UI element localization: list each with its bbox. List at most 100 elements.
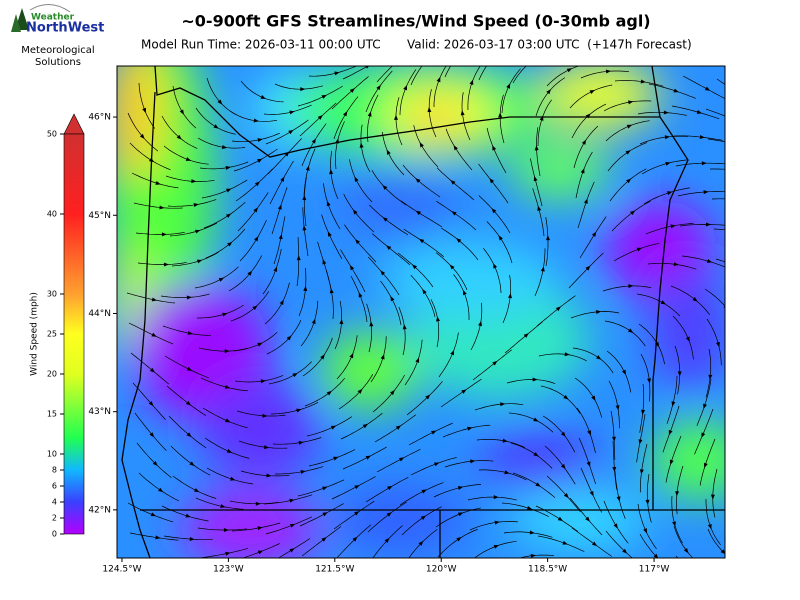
streamline-arrow <box>506 83 511 89</box>
streamline-arrow <box>585 113 591 119</box>
x-tick-label: 117°W <box>639 565 670 575</box>
streamline <box>442 424 491 438</box>
streamline <box>263 104 312 115</box>
streamline <box>336 335 358 380</box>
streamline <box>231 522 281 532</box>
streamline-arrow <box>186 295 192 300</box>
streamline-arrow <box>327 231 332 237</box>
streamline-arrow <box>289 523 296 528</box>
streamline-arrow <box>533 452 539 457</box>
streamline <box>530 158 543 207</box>
streamline <box>400 200 443 228</box>
streamline <box>265 119 309 145</box>
streamline <box>300 300 319 347</box>
colorbar <box>63 133 85 535</box>
streamline <box>134 412 167 451</box>
x-tick-label: 120°W <box>426 565 457 575</box>
streamline-arrow <box>696 110 703 114</box>
streamline-arrow <box>460 110 465 116</box>
streamline-arrow <box>462 289 467 296</box>
streamline-arrow <box>326 390 332 396</box>
streamline <box>467 66 481 111</box>
streamline <box>374 414 416 443</box>
streamline <box>206 467 254 485</box>
streamline-arrow <box>621 369 627 376</box>
streamline-arrow <box>492 145 497 151</box>
streamline-arrow <box>187 331 193 335</box>
streamline <box>611 200 651 232</box>
streamline <box>397 252 434 288</box>
streamline-arrow <box>311 318 316 325</box>
streamline <box>483 247 502 294</box>
streamline-arrow <box>149 432 155 438</box>
streamline <box>406 381 443 416</box>
streamline-arrow <box>560 431 566 437</box>
streamline <box>706 318 722 366</box>
streamline <box>367 501 407 533</box>
streamline <box>637 111 687 116</box>
streamline <box>639 443 648 493</box>
streamline <box>518 554 554 558</box>
streamline <box>365 476 409 503</box>
streamline-arrow <box>365 66 371 69</box>
streamline-arrow <box>557 516 564 522</box>
streamline-arrow <box>493 495 499 500</box>
streamline-arrow <box>193 203 199 207</box>
streamline <box>637 503 657 550</box>
streamline <box>605 530 633 558</box>
streamline-arrow <box>493 545 500 549</box>
streamline <box>501 68 521 114</box>
streamline <box>639 383 645 433</box>
streamline-arrow <box>587 430 591 436</box>
streamline-arrow <box>349 352 354 359</box>
streamline-arrow <box>716 341 720 348</box>
streamline-arrow <box>683 548 689 554</box>
streamline <box>715 258 725 263</box>
streamline <box>268 361 312 385</box>
streamline <box>428 89 437 138</box>
streamline-arrow <box>708 374 713 380</box>
streamline-arrow <box>703 462 708 469</box>
streamline <box>478 163 509 204</box>
streamline-arrow <box>149 367 156 373</box>
streamline-arrow <box>394 59 400 65</box>
streamline <box>410 66 423 86</box>
streamline <box>299 102 337 137</box>
streamline-arrow <box>390 296 395 302</box>
streamline-arrow <box>530 553 536 558</box>
streamline <box>696 378 712 426</box>
streamline <box>441 227 479 261</box>
streamline <box>532 188 545 237</box>
streamline <box>203 201 246 229</box>
streamline-arrow <box>257 342 263 347</box>
streamline <box>575 151 593 199</box>
streamline-arrow <box>334 71 340 76</box>
streamline <box>168 415 207 449</box>
streamline-arrow <box>329 169 334 175</box>
streamline <box>133 202 183 209</box>
streamline-arrow <box>225 551 231 556</box>
streamline <box>262 248 282 295</box>
streamline-arrow <box>394 114 399 120</box>
streamline <box>499 94 505 144</box>
streamline-arrow <box>152 461 158 467</box>
streamline-arrow <box>418 540 424 546</box>
streamline-arrow <box>457 512 464 517</box>
colorbar-tick-label: 6 <box>52 482 57 491</box>
streamline <box>534 248 546 297</box>
streamline <box>167 199 217 207</box>
streamline-arrow <box>158 487 164 493</box>
streamline <box>297 479 345 497</box>
streamline-arrow <box>279 299 284 305</box>
colorbar-tick-label: 2 <box>52 514 57 523</box>
streamline <box>546 475 581 513</box>
map-axes: 124.5°W 123°W 121.5°W 120°W 118.5°W 117°W 42°N… <box>88 113 669 575</box>
streamline-arrow <box>706 259 713 263</box>
colorbar-tick-label: 10 <box>47 450 57 459</box>
streamline <box>127 502 174 523</box>
streamline <box>233 148 278 172</box>
streamline <box>445 128 473 171</box>
streamline-arrow <box>195 229 201 234</box>
streamline <box>330 151 339 200</box>
streamline <box>308 449 356 467</box>
